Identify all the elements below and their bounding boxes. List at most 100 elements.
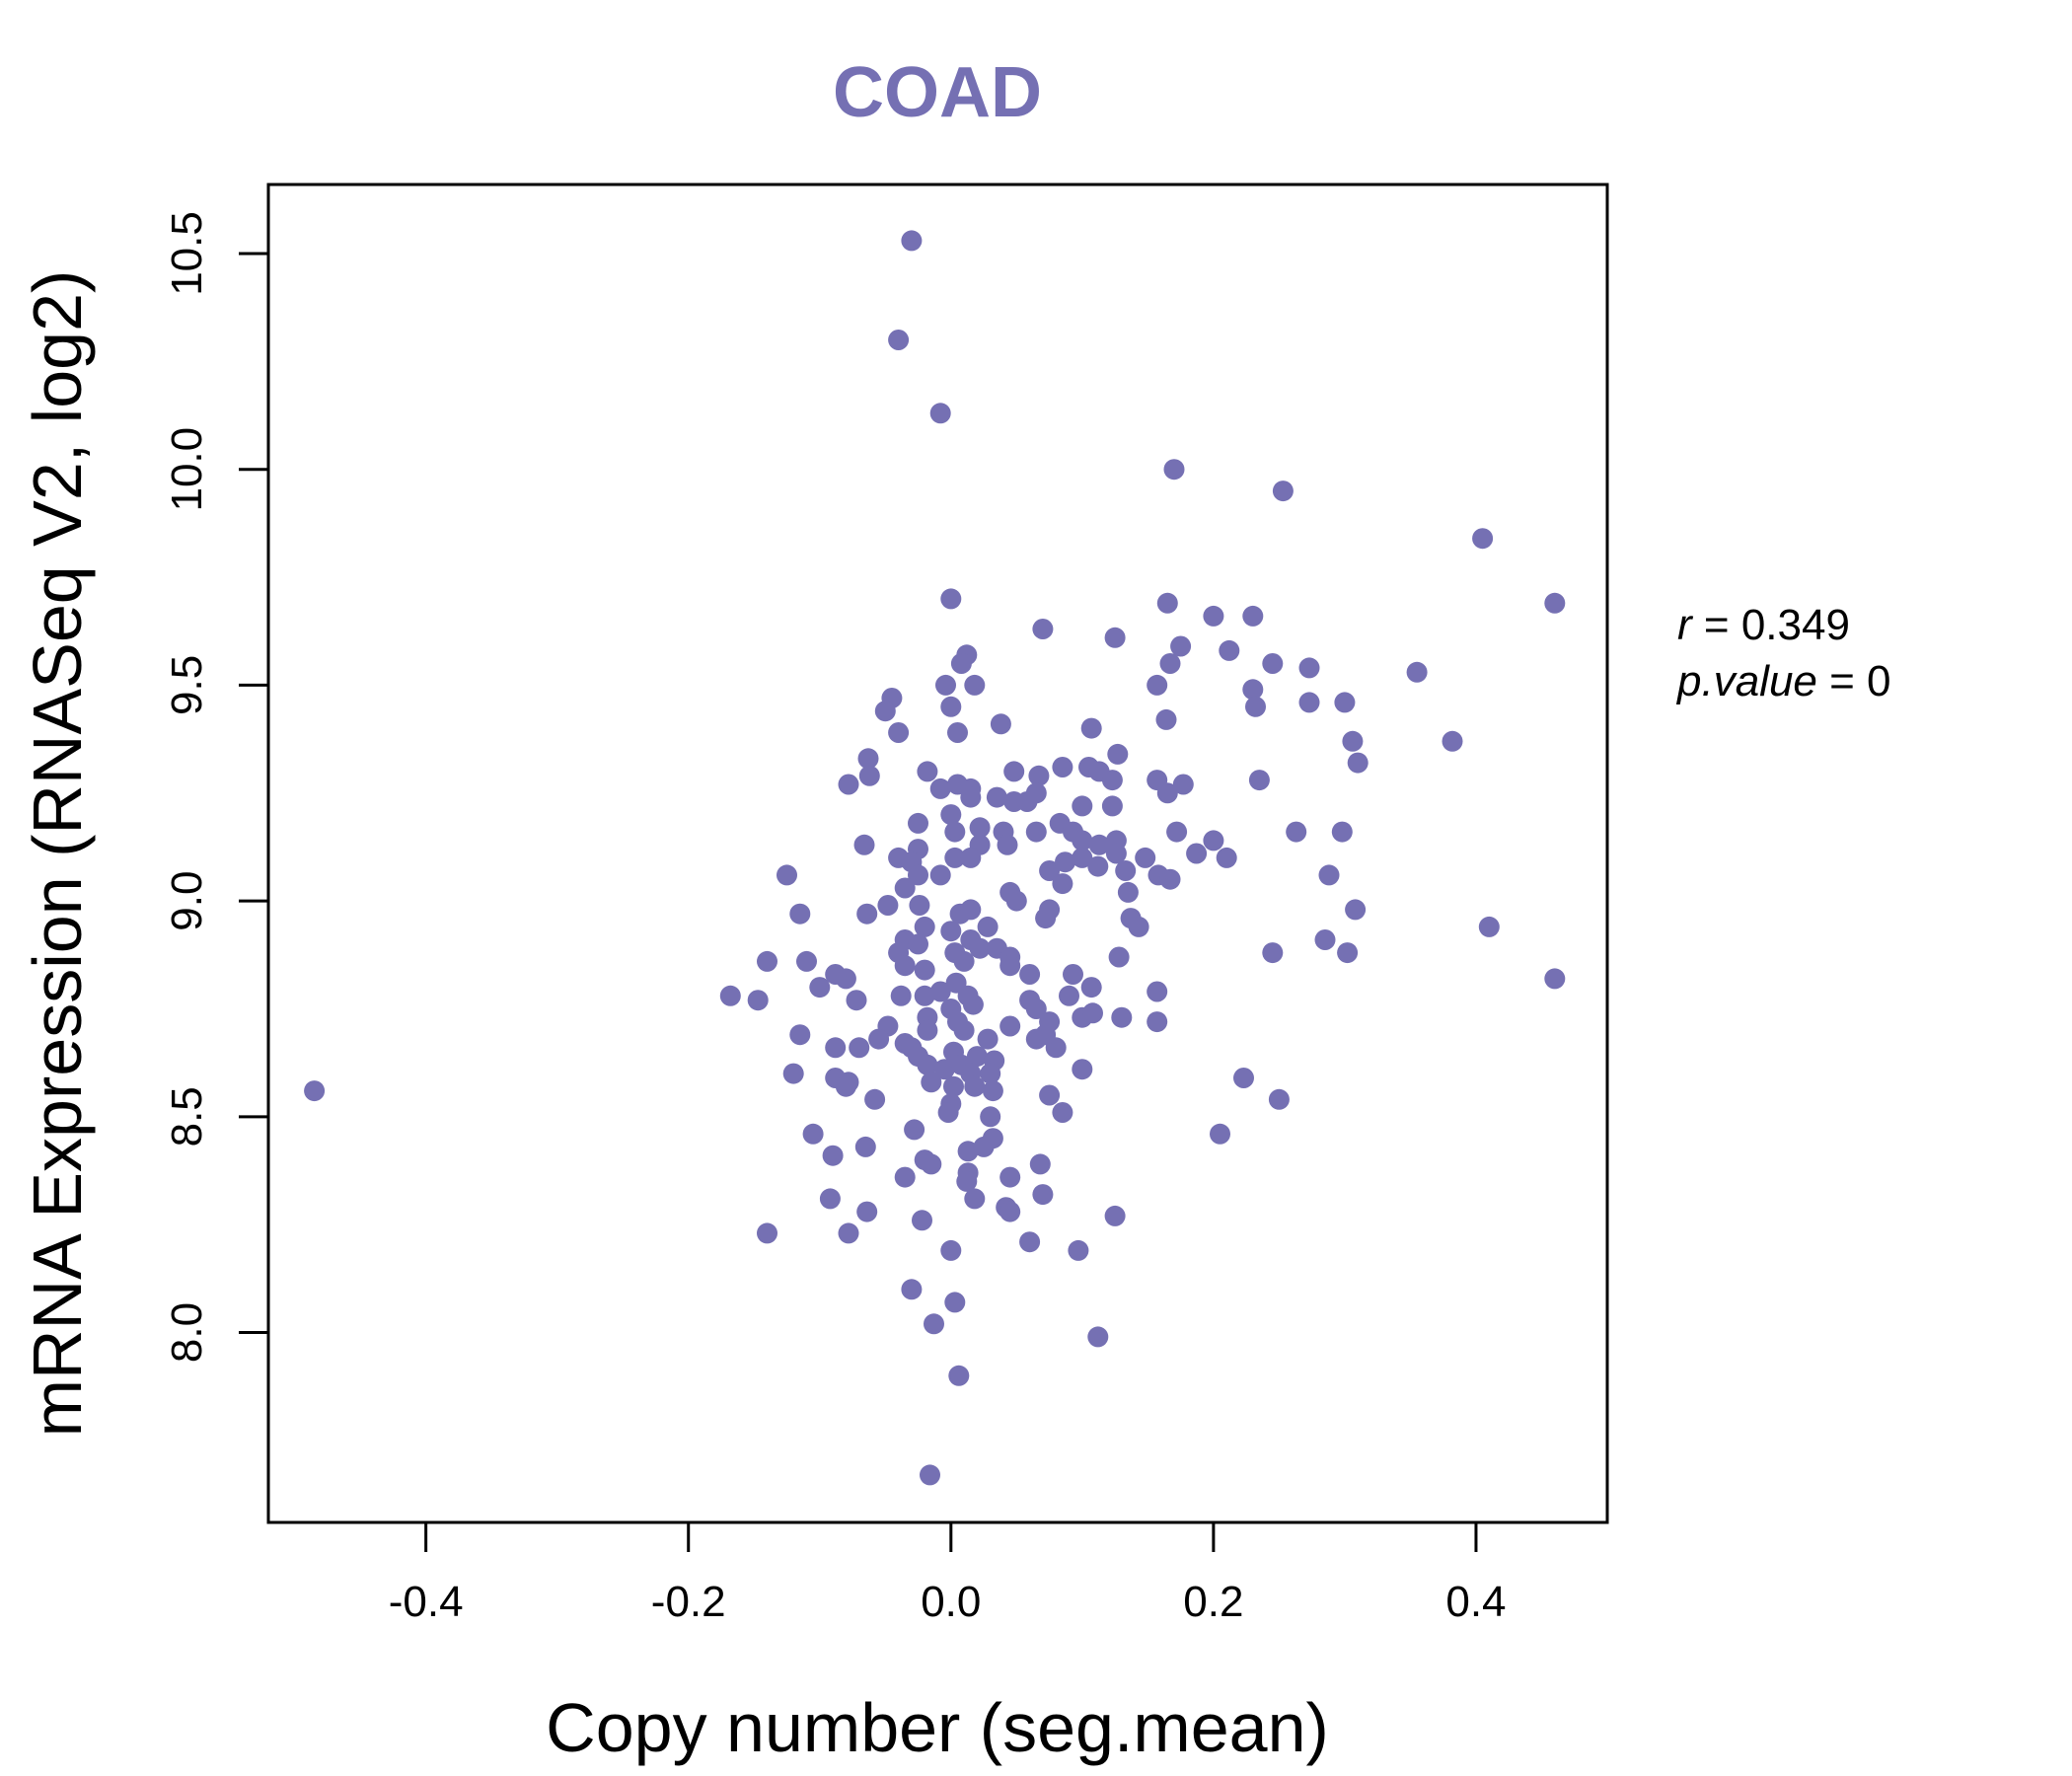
data-point: [1203, 605, 1224, 627]
data-point: [1082, 1002, 1103, 1024]
data-point: [789, 903, 811, 925]
data-point: [894, 955, 916, 977]
x-tick-label: 0.2: [1183, 1578, 1243, 1626]
data-point: [957, 1141, 979, 1162]
data-point: [986, 786, 1007, 808]
data-point: [964, 1188, 986, 1210]
data-point: [1101, 770, 1123, 791]
data-point: [960, 847, 982, 868]
data-point: [757, 1222, 777, 1244]
data-point: [853, 834, 875, 855]
chart-title: COAD: [833, 53, 1042, 132]
data-point: [1248, 770, 1270, 791]
data-point: [929, 403, 951, 424]
data-point: [977, 1028, 999, 1050]
data-point: [1101, 795, 1123, 817]
x-axis: -0.4 -0.2 0.0 0.2 0.4: [389, 1522, 1507, 1626]
data-point: [719, 985, 741, 1006]
data-point: [894, 1166, 916, 1188]
data-point: [980, 1063, 1001, 1084]
data-point: [953, 1019, 975, 1041]
data-point: [901, 230, 923, 252]
data-point: [944, 1292, 966, 1313]
data-point: [1105, 843, 1127, 864]
data-point: [999, 1015, 1021, 1037]
data-point: [1262, 942, 1284, 964]
data-point: [940, 921, 962, 942]
data-point: [1242, 605, 1264, 627]
data-point: [1104, 1205, 1126, 1226]
data-point: [819, 1188, 841, 1210]
data-point: [999, 955, 1021, 977]
y-axis: 8.0 8.5 9.0 9.5 10.0 10.5: [163, 211, 268, 1363]
data-point: [1080, 977, 1102, 999]
data-point: [1088, 834, 1110, 855]
data-point: [1478, 916, 1500, 937]
data-point: [990, 713, 1011, 735]
data-point: [1068, 1239, 1089, 1261]
data-point: [1337, 942, 1359, 964]
data-point: [1080, 717, 1102, 739]
data-point: [969, 937, 991, 959]
data-point: [953, 950, 975, 972]
data-point: [1166, 821, 1188, 843]
data-point: [904, 1119, 925, 1141]
svg-text:r = 0.349: r = 0.349: [1677, 601, 1850, 649]
data-point: [1087, 855, 1109, 877]
y-tick-label: 9.0: [163, 871, 211, 931]
data-point: [1472, 528, 1494, 550]
data-point: [997, 834, 1018, 855]
data-point: [921, 1072, 942, 1093]
y-tick-label: 10.0: [163, 427, 211, 512]
data-point: [908, 864, 928, 886]
data-point: [856, 1201, 878, 1222]
data-point: [1104, 627, 1126, 648]
data-point: [858, 765, 880, 786]
data-point: [1028, 765, 1050, 786]
data-point: [1115, 860, 1137, 881]
data-point: [1286, 821, 1307, 843]
data-point: [1298, 692, 1320, 713]
r-equals: =: [1692, 601, 1741, 649]
data-point: [1025, 821, 1047, 843]
data-point: [1147, 981, 1168, 1002]
x-tick-label: 0.4: [1445, 1578, 1506, 1626]
data-point: [921, 1153, 942, 1175]
data-point: [1087, 1326, 1109, 1348]
p-equals: =: [1817, 657, 1867, 705]
data-point: [1245, 696, 1266, 717]
data-point: [917, 761, 938, 782]
data-point: [757, 950, 777, 972]
data-point: [914, 916, 935, 937]
data-point: [977, 916, 999, 937]
data-point: [1072, 795, 1093, 817]
data-point: [1442, 730, 1463, 752]
data-point: [1170, 635, 1192, 657]
data-point: [944, 821, 966, 843]
data-point: [1298, 657, 1320, 679]
data-point: [908, 812, 928, 834]
data-point: [980, 1106, 1001, 1128]
data-point: [809, 977, 831, 999]
data-point: [950, 653, 972, 674]
data-point: [929, 864, 951, 886]
data-point: [940, 804, 962, 826]
data-point: [943, 1075, 964, 1097]
data-point: [1147, 1011, 1168, 1033]
data-point: [1135, 847, 1156, 868]
data-point: [901, 1279, 923, 1300]
data-point: [1111, 1006, 1133, 1028]
data-point: [933, 1059, 955, 1080]
x-axis-label: Copy number (seg.mean): [546, 1689, 1329, 1766]
data-point: [864, 1088, 886, 1110]
data-point: [935, 674, 956, 696]
data-point: [973, 1136, 995, 1157]
data-point: [948, 1365, 970, 1386]
data-point: [1155, 708, 1177, 730]
x-tick-label: -0.2: [651, 1578, 726, 1626]
data-point: [796, 950, 817, 972]
data-point: [1272, 481, 1294, 502]
data-point: [1219, 639, 1240, 661]
data-point: [982, 1080, 1003, 1102]
data-point: [1318, 864, 1340, 886]
